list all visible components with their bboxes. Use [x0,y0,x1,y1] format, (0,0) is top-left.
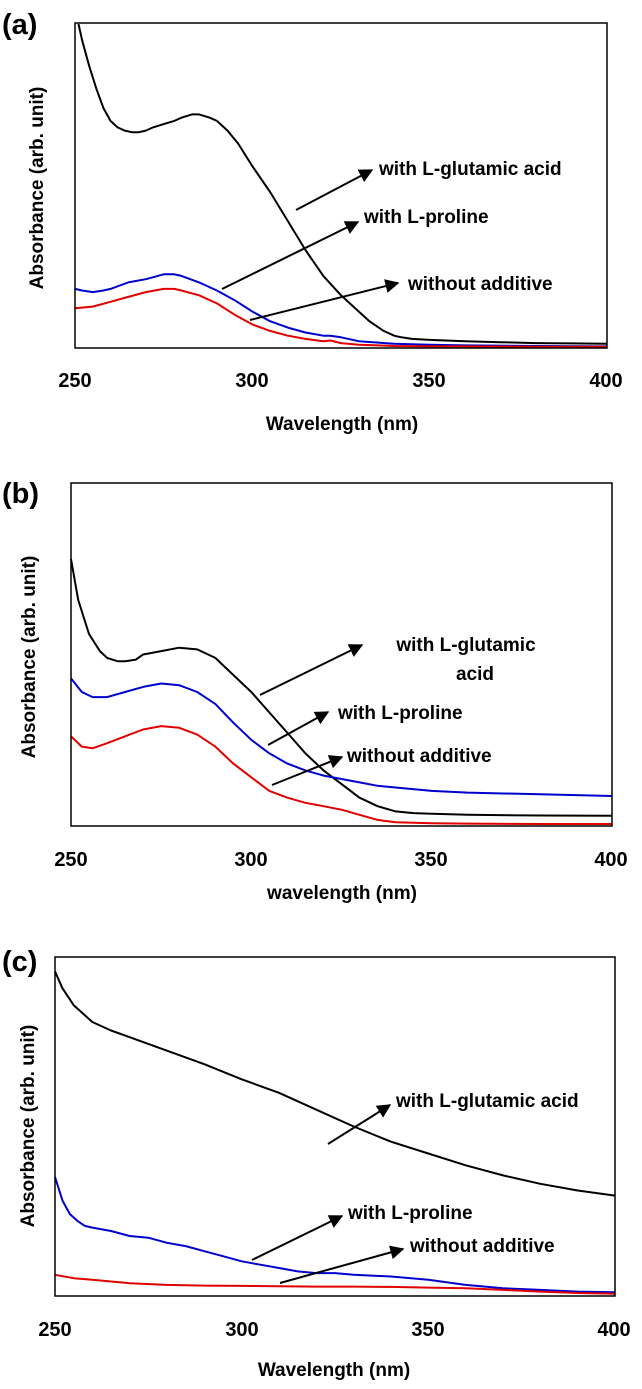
annotation-arrow [271,755,344,786]
annotation-label: acid [456,664,494,685]
annotation-label: with L-proline [363,207,489,228]
annotation-label: without additive [407,274,553,295]
annotation-label: with L-proline [347,1203,473,1224]
annotation-label: with L-proline [337,703,463,724]
plot-frame-b [70,482,613,827]
panel-label-a: (a) [2,9,37,41]
annotation-arrow [327,1104,392,1145]
x-tick-label: 250 [38,1319,71,1341]
x-ticks-a: 250 300 350 400 [58,370,622,392]
x-tick-label: 300 [225,1319,258,1341]
x-axis-title-a: Wavelength (nm) [266,414,418,435]
panel-c: (c) Absorbance (arb. unit) 250 300 350 4… [2,946,631,1381]
series-line-glutamic-acid [77,23,608,345]
series-line-no-additive [74,287,607,348]
annotation-arrow [259,644,364,696]
annotation-arrow [267,711,330,746]
annotation-arrow [251,1215,344,1261]
x-ticks-b: 250 300 350 400 [54,849,627,871]
series-line-proline [54,1176,616,1294]
annotation-label: with L-glutamic [395,635,536,656]
x-tick-label: 250 [54,849,87,871]
x-tick-label: 300 [234,849,267,871]
annotation-label: with L-glutamic acid [378,159,562,180]
annotation-label: with L-glutamic acid [395,1091,579,1112]
series-line-no-additive [54,1273,616,1295]
annotation-arrow [249,279,400,321]
annotation-arrow [279,1245,405,1284]
x-axis-title-c: Wavelength (nm) [258,1360,410,1381]
series-line-proline [70,677,613,797]
series-line-proline [74,273,608,348]
x-ticks-c: 250 300 350 400 [38,1319,630,1341]
series-line-glutamic-acid [54,971,616,1197]
series-group-b [70,558,613,825]
series-line-glutamic-acid [70,558,613,817]
annotation-arrow [221,221,360,290]
x-tick-label: 350 [414,849,447,871]
x-tick-label: 350 [411,1319,444,1341]
plot-frame-a [74,22,608,349]
annotation-label: without additive [409,1236,555,1257]
series-line-no-additive [70,725,612,825]
y-axis-title-c: Absorbance (arb. unit) [18,1025,39,1228]
y-axis-title-a: Absorbance (arb. unit) [27,87,48,290]
x-tick-label: 400 [594,849,627,871]
x-axis-title-b: wavelength (nm) [266,883,417,904]
x-tick-label: 400 [589,370,622,392]
x-tick-label: 300 [235,370,268,392]
panel-b: (b) Absorbance (arb. unit) 250 300 350 4… [2,478,628,904]
y-axis-title-b: Absorbance (arb. unit) [19,556,40,759]
panel-label-b: (b) [2,478,39,510]
series-group-a [74,23,608,348]
x-tick-label: 250 [58,370,91,392]
panel-a: (a) Absorbance (arb. unit) 250 300 350 4… [2,9,623,435]
panel-label-c: (c) [2,946,37,978]
annotation-label: without additive [346,746,492,767]
x-tick-label: 400 [597,1319,630,1341]
series-group-c [54,971,616,1295]
annotation-arrow [295,169,374,211]
x-tick-label: 350 [412,370,445,392]
plot-frame-c [54,956,616,1297]
